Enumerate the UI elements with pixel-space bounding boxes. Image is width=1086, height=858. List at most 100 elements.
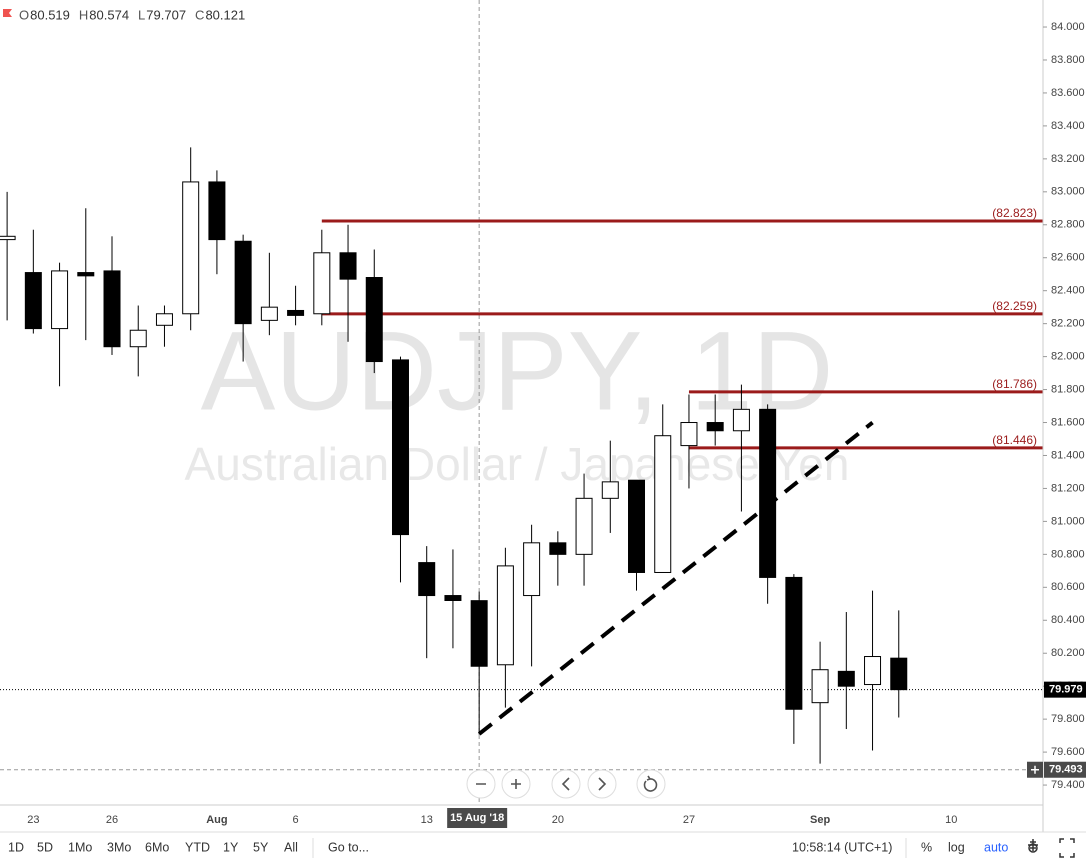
range-button[interactable]: 1Y (223, 840, 239, 854)
range-button[interactable]: 3Mo (107, 840, 131, 854)
y-tick-label: 80.200 (1051, 647, 1085, 659)
y-tick-label: 84.000 (1051, 21, 1085, 33)
y-tick-label: 79.800 (1051, 713, 1085, 725)
candle-body (391, 359, 409, 536)
y-tick-label: 83.600 (1051, 87, 1085, 99)
candle-body (129, 329, 147, 348)
candle-body (496, 565, 514, 666)
range-button[interactable]: 6Mo (145, 840, 169, 854)
ohlc-value: 80.121 (205, 7, 245, 22)
candle-body (732, 408, 750, 432)
scale-option[interactable]: log (948, 840, 965, 854)
x-tick-label: 26 (106, 814, 118, 826)
candle-body (313, 252, 331, 315)
reset-icon (643, 778, 658, 792)
ohlc-value: 80.574 (89, 7, 129, 22)
y-tick-label: 83.200 (1051, 153, 1085, 165)
x-tick-label: 13 (421, 814, 433, 826)
y-tick-label: 79.400 (1051, 779, 1085, 791)
candle-body (811, 669, 829, 704)
range-button[interactable]: 5Y (253, 840, 269, 854)
candle-body (759, 408, 777, 578)
x-tick-label: Sep (810, 814, 830, 826)
candle-body (890, 657, 908, 691)
y-tick-label: 83.000 (1051, 186, 1085, 198)
candle-body (260, 306, 278, 321)
range-button[interactable]: 1D (8, 840, 24, 854)
candle-body (575, 497, 593, 555)
settings-icon[interactable] (1028, 839, 1038, 851)
reset-button[interactable] (636, 769, 666, 799)
x-tick-label: Aug (206, 814, 227, 826)
candle-body (470, 600, 488, 667)
level-label: (81.446) (992, 433, 1037, 447)
settings-ring (1028, 843, 1038, 853)
level-label: (82.823) (992, 206, 1037, 220)
crosshair-plus (1031, 765, 1039, 774)
ohlc-label: L (138, 7, 145, 22)
candle-body (864, 656, 882, 686)
level-label: (82.259) (992, 299, 1037, 313)
ohlc-value: 80.519 (30, 7, 70, 22)
watermark-symbol: AUDJPY, 1D (201, 309, 834, 434)
candle-body (444, 595, 462, 601)
candle-body (654, 435, 672, 573)
goto-button[interactable]: Go to... (328, 840, 369, 854)
candle-body (182, 181, 200, 315)
flag-icon[interactable] (3, 9, 12, 17)
candle-body (601, 481, 619, 499)
candle-body (628, 479, 646, 573)
crosshair-time-box (447, 808, 508, 828)
last-price-box (1044, 681, 1086, 698)
candle-body (208, 181, 226, 241)
ohlc-label: O (19, 7, 29, 22)
range-button[interactable]: All (284, 840, 298, 854)
range-button[interactable]: 1Mo (68, 840, 92, 854)
y-tick-label: 81.800 (1051, 383, 1085, 395)
y-tick-label: 79.600 (1051, 746, 1085, 758)
y-tick-label: 83.400 (1051, 120, 1085, 132)
scroll-right-button[interactable] (587, 769, 617, 799)
nav-buttons (466, 769, 666, 799)
nav-icons (476, 777, 607, 791)
level-label: (81.786) (992, 377, 1037, 391)
candle-body (51, 270, 69, 330)
y-tick-label: 80.400 (1051, 614, 1085, 626)
x-tick-label: 20 (552, 814, 564, 826)
scale-option[interactable]: % (921, 840, 932, 854)
candle-body (837, 670, 855, 687)
y-tick-label: 82.200 (1051, 318, 1085, 330)
candle-body (77, 272, 95, 277)
y-tick-label: 82.600 (1051, 252, 1085, 264)
y-tick-label: 82.000 (1051, 351, 1085, 363)
clock: 10:58:14 (UTC+1) (792, 840, 892, 854)
candle-body (339, 252, 357, 280)
range-button[interactable]: 5D (37, 840, 53, 854)
y-tick-label: 81.600 (1051, 416, 1085, 428)
ohlc-label: C (195, 7, 204, 22)
candle-body (523, 542, 541, 597)
y-tick-label: 81.000 (1051, 515, 1085, 527)
candle-body (418, 562, 436, 597)
trend-line (477, 420, 874, 736)
x-tick-label: 27 (683, 814, 695, 826)
reset-arrow (646, 775, 652, 781)
range-button[interactable]: YTD (185, 840, 210, 854)
crosshair-price-label: 79.493 (1049, 764, 1083, 776)
x-tick-label: 23 (27, 814, 39, 826)
candle-body (549, 542, 567, 555)
x-tick-label: 6 (293, 814, 299, 826)
candle-body (365, 277, 383, 363)
scale-option[interactable]: auto (984, 840, 1008, 854)
candle-body (234, 240, 252, 325)
watermark-description: Australian Dollar / Japanese Yen (185, 438, 850, 490)
crosshair-price-box (1044, 761, 1086, 778)
fullscreen-icon[interactable] (1059, 838, 1075, 858)
y-tick-label: 83.800 (1051, 54, 1085, 66)
candle-body (680, 422, 698, 447)
ohlc-value: 79.707 (146, 7, 186, 22)
y-tick-label: 80.800 (1051, 548, 1085, 560)
candle-body (0, 235, 16, 241)
scroll-left-button[interactable] (551, 769, 581, 799)
